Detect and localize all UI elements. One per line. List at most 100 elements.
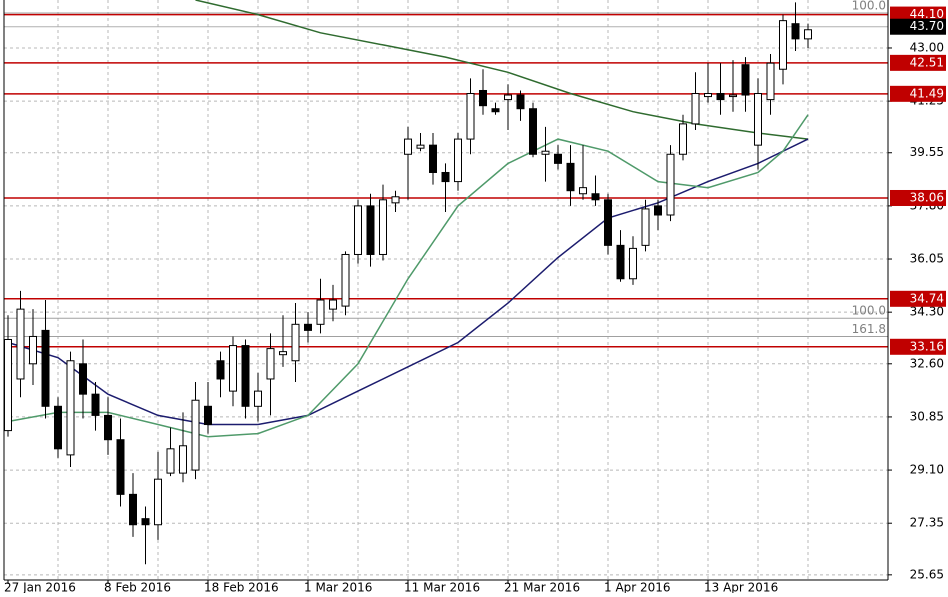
- candle-body: [429, 144, 437, 173]
- candle-body: [441, 171, 450, 183]
- candle-body: [66, 360, 75, 456]
- level-label-box: [890, 189, 946, 206]
- x-tick-label: 8 Feb 2016: [104, 581, 171, 594]
- candle-body: [329, 299, 337, 310]
- candle-body: [541, 150, 550, 155]
- candle-body: [566, 162, 575, 192]
- candle-body: [779, 20, 787, 70]
- candle-body: [16, 308, 25, 380]
- candle-body: [654, 205, 662, 216]
- candle-body: [129, 493, 137, 526]
- x-tick-label: 21 Mar 2016: [504, 581, 580, 594]
- candle-body: [291, 323, 300, 362]
- y-tick-label: 43.00: [910, 40, 944, 54]
- candle-body: [554, 153, 562, 164]
- candle-body: [466, 93, 475, 140]
- candle-body: [191, 399, 200, 471]
- candle-body: [91, 393, 100, 416]
- candle-body: [804, 29, 812, 40]
- level-label-box: [890, 338, 946, 355]
- candle-body: [616, 244, 625, 280]
- x-tick-label: 18 Feb 2016: [204, 581, 279, 594]
- candle-body: [354, 205, 362, 255]
- candle-body: [379, 199, 387, 255]
- x-tick-label: 13 Apr 2016: [704, 581, 778, 594]
- candle-body: [416, 144, 425, 149]
- candle-body: [116, 439, 125, 495]
- candle-body: [729, 94, 737, 98]
- candle-body: [604, 199, 612, 246]
- candle-body: [104, 414, 112, 441]
- candle-body: [391, 196, 400, 204]
- x-tick-label: 1 Mar 2016: [304, 581, 372, 594]
- candle-body: [404, 138, 412, 155]
- candle-body: [366, 205, 375, 255]
- candle-body: [479, 89, 487, 107]
- x-tick-label: 27 Jan 2016: [4, 581, 76, 594]
- candle-body: [704, 93, 712, 98]
- fib-level-label: 161.8: [852, 322, 886, 336]
- candle-body: [41, 329, 50, 407]
- candle-body: [179, 445, 187, 474]
- candle-body: [316, 299, 325, 325]
- candle-body: [216, 360, 225, 380]
- level-label: 34.74: [910, 291, 944, 305]
- candle-body: [641, 208, 650, 246]
- level-label-box: [890, 290, 946, 307]
- candle-body: [454, 138, 462, 183]
- y-tick-label: 39.55: [910, 145, 944, 159]
- y-tick-label: 34.30: [910, 305, 944, 319]
- candle-body: [304, 323, 312, 331]
- candle-body: [4, 338, 12, 432]
- fib-level-label: 100.0: [852, 304, 886, 318]
- candle-body: [504, 94, 512, 101]
- candle-body: [279, 351, 287, 356]
- candle-body: [791, 23, 800, 40]
- candle-body: [491, 108, 500, 113]
- candle-body: [766, 62, 775, 101]
- candle-body: [254, 390, 262, 407]
- level-label-box: [890, 54, 946, 71]
- level-label: 33.16: [910, 339, 944, 353]
- candle-body: [241, 345, 250, 407]
- labels: 27 Jan 2016 8 Feb 2016 18 Feb 2016 1 Mar 20…: [4, 0, 946, 595]
- candle-body: [79, 363, 87, 395]
- y-tick-label: 25.65: [910, 567, 944, 581]
- candle-body: [229, 345, 237, 392]
- candle-body: [741, 64, 750, 96]
- candle-body: [204, 405, 212, 426]
- level-label-box: [890, 6, 946, 23]
- y-tick-label: 36.05: [910, 252, 944, 266]
- level-label: 42.51: [910, 55, 944, 69]
- current-price-label: 43.70: [910, 19, 944, 33]
- candle-body: [666, 153, 675, 216]
- level-label: 44.10: [910, 7, 944, 21]
- candle-body: [154, 478, 162, 526]
- fib-level-label: 100.0: [852, 0, 886, 13]
- candle-body: [166, 448, 175, 474]
- moving-average-line: [7, 114, 809, 438]
- candle-body: [529, 108, 537, 155]
- candle-body: [266, 348, 275, 380]
- y-tick-label: 32.60: [910, 356, 944, 370]
- candle-body: [679, 123, 687, 155]
- candle-body: [29, 335, 37, 365]
- candle-body: [629, 247, 637, 280]
- candle-body: [716, 93, 725, 101]
- candle-body: [591, 193, 600, 201]
- level-label-box: [890, 85, 946, 102]
- level-label: 41.49: [910, 86, 944, 100]
- x-tick-label: 11 Mar 2016: [404, 581, 480, 594]
- candle-body: [691, 93, 700, 125]
- candle-body: [516, 94, 525, 110]
- y-tick-label: 27.35: [910, 516, 944, 530]
- candles: [4, 2, 812, 565]
- moving-average-line: [195, 0, 809, 140]
- y-tick-label: 29.10: [910, 463, 944, 477]
- moving-average-line: [7, 138, 809, 426]
- candle-body: [341, 253, 350, 307]
- candle-body: [54, 405, 62, 450]
